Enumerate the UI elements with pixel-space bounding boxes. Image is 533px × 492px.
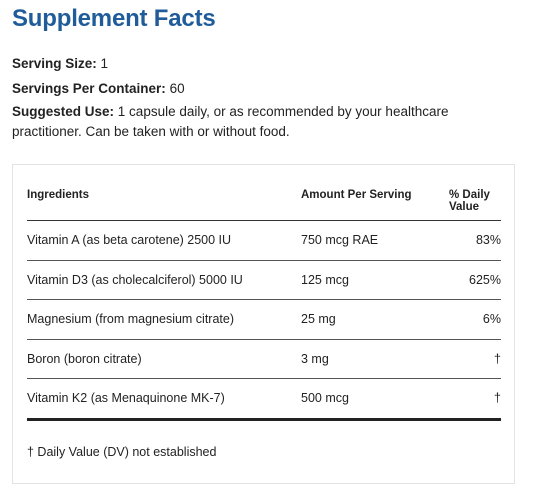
footnote: † Daily Value (DV) not established [27, 445, 217, 459]
ingredient-cell: Vitamin K2 (as Menaquinone MK-7) [27, 378, 301, 421]
header-amount: Amount Per Serving [301, 179, 449, 221]
ingredient-cell: Vitamin A (as beta carotene) 2500 IU [27, 220, 301, 261]
amount-cell: 750 mcg RAE [301, 220, 449, 261]
table-row: Magnesium (from magnesium citrate) 25 mg… [27, 299, 501, 340]
servings-per-container: Servings Per Container: 60 [12, 79, 185, 99]
facts-table: Ingredients Amount Per Serving % Daily V… [27, 179, 501, 421]
suggested-use: Suggested Use: 1 capsule daily, or as re… [12, 102, 517, 142]
daily-value-cell: 6% [449, 299, 501, 340]
table-header-row: Ingredients Amount Per Serving % Daily V… [27, 179, 501, 221]
table-row: Vitamin D3 (as cholecalciferol) 5000 IU … [27, 260, 501, 300]
daily-value-cell: † [449, 339, 501, 379]
amount-cell: 500 mcg [301, 378, 449, 421]
serving-size-value: 1 [100, 56, 109, 71]
ingredient-cell: Magnesium (from magnesium citrate) [27, 299, 301, 340]
serving-size: Serving Size: 1 [12, 54, 108, 74]
daily-value-cell: 83% [449, 220, 501, 261]
ingredient-cell: Vitamin D3 (as cholecalciferol) 5000 IU [27, 260, 301, 300]
amount-cell: 125 mcg [301, 260, 449, 300]
ingredient-cell: Boron (boron citrate) [27, 339, 301, 379]
page-title: Supplement Facts [12, 5, 216, 32]
servings-per-container-value: 60 [169, 81, 185, 96]
header-ingredients: Ingredients [27, 179, 301, 221]
serving-size-label: Serving Size: [12, 56, 97, 71]
header-daily-value-line2: Value [449, 201, 480, 213]
supplement-facts-page: Supplement Facts Serving Size: 1 Serving… [12, 0, 522, 484]
servings-per-container-label: Servings Per Container: [12, 81, 166, 96]
table-row: Vitamin K2 (as Menaquinone MK-7) 500 mcg… [27, 378, 501, 421]
suggested-use-label: Suggested Use: [12, 104, 115, 119]
daily-value-cell: 625% [449, 260, 501, 300]
suggested-use-value: 1 capsule daily, or as recommended by yo… [12, 104, 449, 139]
daily-value-cell: † [449, 378, 501, 421]
facts-panel: Ingredients Amount Per Serving % Daily V… [12, 164, 515, 484]
table-row: Vitamin A (as beta carotene) 2500 IU 750… [27, 220, 501, 261]
amount-cell: 25 mg [301, 299, 449, 340]
header-daily-value-line1: % Daily [449, 189, 490, 201]
amount-cell: 3 mg [301, 339, 449, 379]
table-row: Boron (boron citrate) 3 mg † [27, 339, 501, 379]
header-daily-value: % Daily Value [449, 179, 501, 221]
